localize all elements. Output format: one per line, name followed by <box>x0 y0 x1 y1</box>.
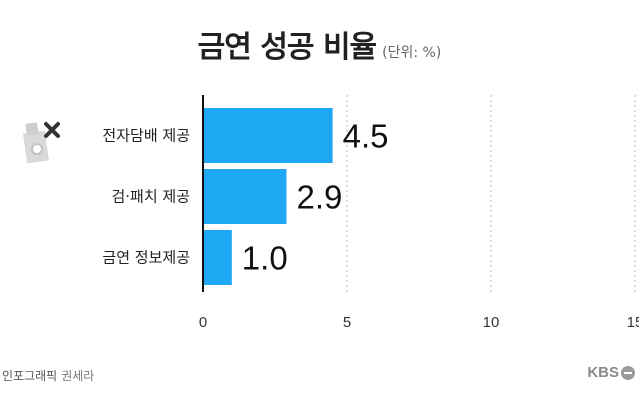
credit-author: 권세라 <box>61 369 95 383</box>
bar <box>203 169 287 224</box>
value-label: 2.9 <box>297 179 343 216</box>
x-tick-label: 0 <box>199 314 207 331</box>
credit-label: 인포그래픽 <box>2 369 58 383</box>
value-label: 4.5 <box>343 118 389 155</box>
x-tick-label: 15 <box>627 314 639 331</box>
unit-label: (단위: %) <box>382 45 442 61</box>
category-label: 검·패치 제공 <box>111 188 190 206</box>
kbs-logo-icon <box>621 365 635 380</box>
bar <box>203 108 333 163</box>
category-label: 금연 정보제공 <box>102 249 190 267</box>
chart-title: 금연 성공 비율 <box>197 30 377 65</box>
logo-text: KBS <box>587 364 619 381</box>
bar <box>203 230 232 285</box>
value-label: 1.0 <box>242 240 288 277</box>
category-label: 전자담배 제공 <box>102 127 190 145</box>
credit: 인포그래픽 권세라 <box>2 367 94 384</box>
no-smoking-e-cigarette-icon <box>23 122 60 164</box>
kbs-logo: KBS <box>587 364 635 381</box>
x-tick-label: 10 <box>483 314 500 331</box>
chart-title-block: 금연 성공 비율 (단위: %) <box>0 22 639 66</box>
x-tick-label: 5 <box>343 314 351 331</box>
